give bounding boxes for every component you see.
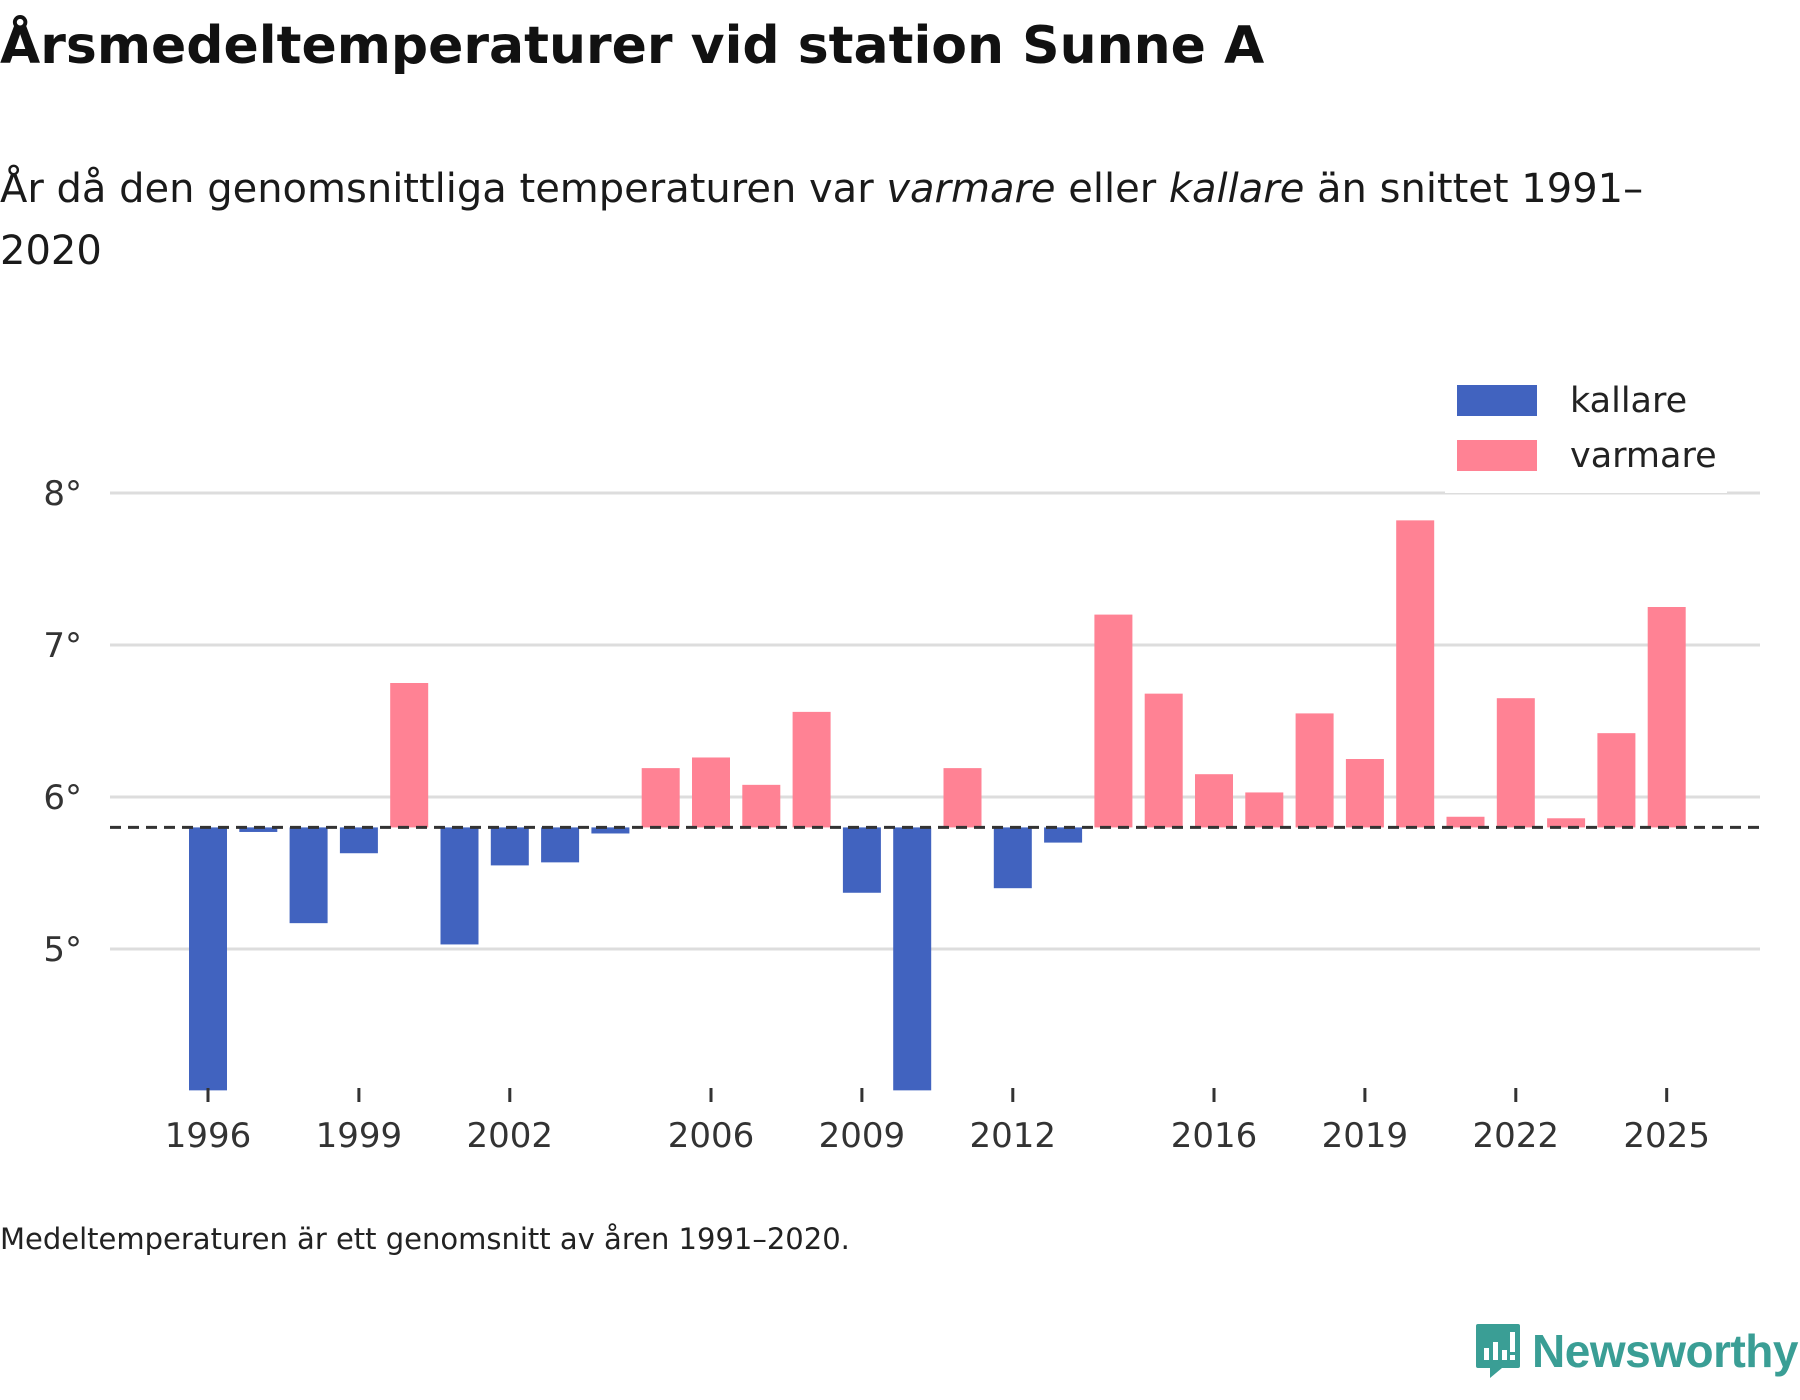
x-tick-label: 2019	[1322, 1116, 1409, 1156]
subtitle-part-3: än snittet 1991–2020	[0, 166, 1644, 274]
newsworthy-icon	[1476, 1324, 1521, 1378]
subtitle-part-1: År då den genomsnittliga temperaturen va…	[0, 166, 887, 212]
bar-2011[interactable]	[943, 768, 982, 828]
newsworthy-logo: Newsworthy	[1474, 1322, 1798, 1380]
x-tick-label: 2025	[1623, 1116, 1710, 1156]
bar-2002[interactable]	[490, 827, 529, 866]
subtitle-warmer: varmare	[886, 166, 1056, 212]
bar-2000[interactable]	[390, 683, 429, 828]
legend-swatch-varmare[interactable]	[1457, 440, 1537, 471]
chart-subtitle: År då den genomsnittliga temperaturen va…	[0, 158, 1680, 282]
x-tick-label: 2009	[819, 1116, 906, 1156]
legend-swatch-kallare[interactable]	[1457, 385, 1537, 416]
bar-2020[interactable]	[1396, 520, 1435, 828]
x-tick-label: 1996	[165, 1116, 252, 1156]
footnote: Medeltemperaturen är ett genomsnitt av å…	[0, 1222, 850, 1256]
subtitle-part-2: eller	[1055, 166, 1169, 212]
bar-2017[interactable]	[1245, 792, 1284, 828]
bar-2009[interactable]	[842, 827, 881, 893]
bar-2012[interactable]	[993, 827, 1032, 889]
x-tick-label: 2012	[970, 1116, 1057, 1156]
bar-2022[interactable]	[1496, 698, 1535, 828]
bar-2010[interactable]	[893, 827, 932, 1091]
x-tick-label: 2022	[1473, 1116, 1560, 1156]
bar-2006[interactable]	[692, 757, 730, 828]
bar-2021[interactable]	[1446, 816, 1485, 828]
brand-name: Newsworthy	[1532, 1325, 1798, 1377]
bar-2024[interactable]	[1597, 733, 1636, 828]
bar-1999[interactable]	[339, 827, 378, 854]
chart-title: Årsmedeltemperaturer vid station Sunne A	[0, 16, 1265, 76]
x-tick-label: 2002	[467, 1116, 554, 1156]
x-tick-label: 2006	[668, 1116, 755, 1156]
x-axis: 1996 1999 2002 2006 2009 2012 2016 2019 2022 2025	[165, 1088, 1710, 1156]
bar-chart: 5° 6° 7° 8° 1996 1999 2002 2006 2009 2012 2016 201…	[43, 365, 1760, 1156]
legend-label-kallare[interactable]: kallare	[1570, 381, 1687, 421]
bar-2008[interactable]	[792, 711, 831, 828]
bar-2007[interactable]	[742, 784, 781, 828]
bar-2019[interactable]	[1345, 759, 1384, 828]
bar-2018[interactable]	[1295, 713, 1334, 828]
y-tick-label: 5°	[43, 930, 82, 970]
legend: kallare varmare	[1445, 365, 1727, 493]
bar-1997[interactable]	[239, 827, 278, 832]
bar-2025[interactable]	[1647, 607, 1686, 828]
y-tick-label: 7°	[43, 626, 82, 666]
bar-2004[interactable]	[591, 827, 630, 834]
y-axis-labels: 5° 6° 7° 8°	[43, 474, 82, 970]
bar-2015[interactable]	[1144, 693, 1183, 828]
y-tick-label: 6°	[43, 778, 82, 818]
x-tick-label: 1999	[316, 1116, 403, 1156]
bar-2016[interactable]	[1195, 774, 1233, 828]
bar-2003[interactable]	[541, 827, 580, 863]
bar-2014[interactable]	[1094, 614, 1133, 828]
bar-1996[interactable]	[189, 827, 227, 1091]
bar-2023[interactable]	[1547, 818, 1586, 828]
subtitle-colder: kallare	[1168, 166, 1305, 212]
bar-2013[interactable]	[1044, 827, 1083, 843]
y-tick-label: 8°	[43, 474, 82, 514]
bar-2005[interactable]	[641, 768, 680, 828]
x-tick-label: 2016	[1171, 1116, 1258, 1156]
legend-label-varmare[interactable]: varmare	[1570, 436, 1717, 476]
bars	[189, 520, 1686, 1091]
bar-2001[interactable]	[440, 827, 479, 945]
bar-1998[interactable]	[289, 827, 328, 924]
